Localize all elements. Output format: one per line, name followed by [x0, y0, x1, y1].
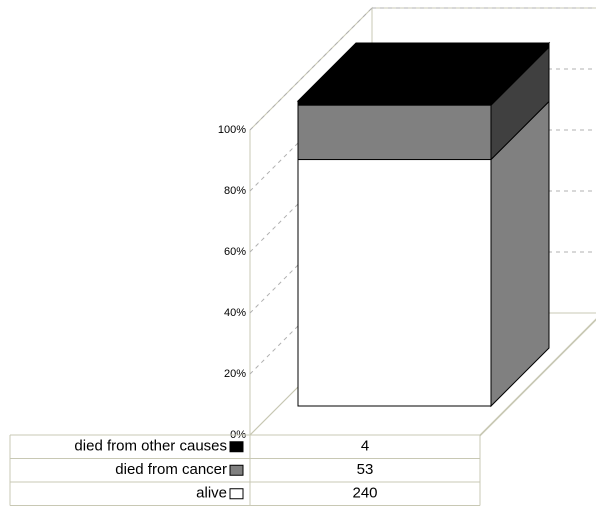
- table-value: 4: [361, 438, 369, 455]
- y-tick-label: 100%: [218, 124, 246, 136]
- bar-front: [297, 104, 492, 161]
- y-tick-label: 80%: [224, 185, 246, 197]
- legend-key: [229, 441, 244, 453]
- bar-front: [297, 100, 492, 106]
- bar-front: [297, 159, 492, 407]
- legend-label: died from other causes: [74, 438, 227, 455]
- legend-label: alive: [196, 485, 227, 502]
- bar-top: [296, 42, 551, 102]
- legend-label: died from cancer: [115, 461, 227, 478]
- legend-key: [229, 488, 244, 500]
- floor-edge: [479, 319, 596, 437]
- table-value: 53: [357, 461, 374, 478]
- y-tick-label: 60%: [224, 246, 246, 258]
- legend-key: [229, 464, 244, 476]
- y-tick-label: 40%: [224, 307, 246, 319]
- y-tick-label: 20%: [224, 368, 246, 380]
- table-value: 240: [352, 485, 377, 502]
